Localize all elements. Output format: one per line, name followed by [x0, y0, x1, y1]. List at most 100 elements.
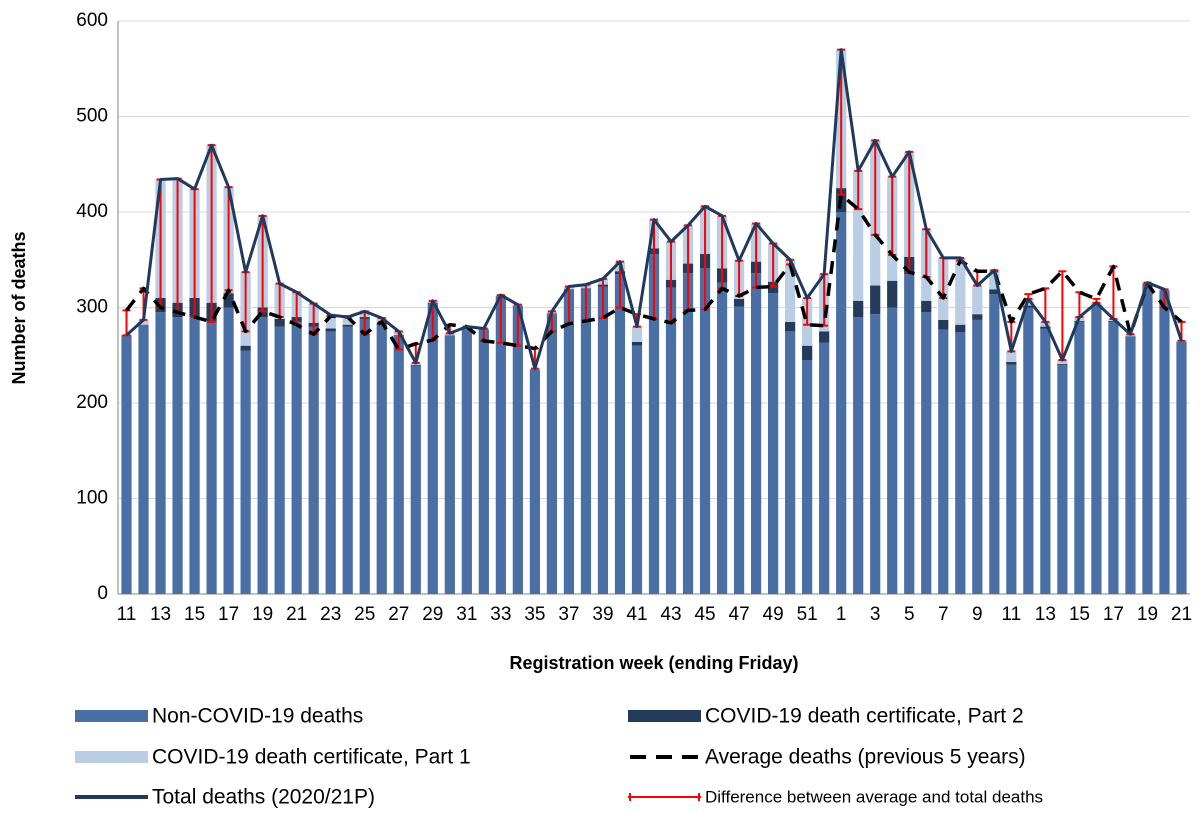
x-tick-label: 3	[870, 604, 881, 625]
x-tick-label: 25	[354, 604, 375, 625]
bar-segment	[733, 298, 745, 307]
x-tick-label: 1	[836, 604, 847, 625]
legend-label: COVID-19 death certificate, Part 1	[152, 746, 471, 769]
x-tick-label: 41	[626, 604, 647, 625]
bar-segment	[785, 331, 796, 594]
bar-segment	[1006, 351, 1017, 362]
bar-segment	[138, 324, 149, 594]
bar-segment	[836, 212, 847, 594]
bar-segment	[206, 321, 217, 594]
x-tick-label: 45	[694, 604, 715, 625]
bar-segment	[376, 324, 387, 594]
bar-segment	[223, 293, 234, 308]
bar-segment	[853, 170, 864, 301]
average-line	[125, 193, 1183, 352]
bar-segment	[172, 317, 183, 594]
legend-label: Total deaths (2020/21P)	[152, 786, 375, 809]
bar-segment	[461, 327, 472, 594]
y-tick-label: 0	[97, 583, 108, 604]
x-tick-label: 23	[320, 604, 341, 625]
bar-segment	[1074, 321, 1085, 594]
bar-segment	[1074, 320, 1085, 322]
bar-segment	[325, 331, 336, 594]
bar-segment	[1040, 326, 1051, 329]
bar-segment	[955, 257, 966, 325]
bar-segment	[921, 312, 932, 594]
bar-segment	[410, 365, 421, 594]
bar-segment	[410, 364, 421, 366]
bar-segment	[325, 328, 336, 332]
bar-segment	[989, 270, 1000, 290]
bar-segment	[972, 285, 983, 315]
legend-label: Non-COVID-19 deaths	[152, 705, 363, 728]
bar-segment	[512, 305, 523, 594]
bar-segment	[972, 319, 983, 594]
bar-segment	[1108, 321, 1119, 594]
bar-segment	[478, 329, 489, 594]
x-tick-label: 11	[1001, 604, 1021, 625]
legend-label: Average deaths (previous 5 years)	[705, 746, 1026, 769]
y-tick-label: 500	[76, 106, 108, 127]
bar-segment	[1040, 328, 1051, 594]
bar-segment	[359, 318, 370, 594]
x-tick-label: 21	[1171, 604, 1192, 625]
bar-segment	[938, 329, 949, 594]
legend-label: COVID-19 death certificate, Part 2	[705, 705, 1024, 728]
bar-segment	[665, 287, 677, 594]
bar-segment	[955, 324, 966, 333]
bar-segment	[1057, 363, 1068, 365]
bar-segment	[785, 321, 796, 332]
bar-segment	[1125, 336, 1136, 594]
bar-segment	[342, 317, 353, 325]
bar-segment	[325, 315, 336, 329]
bar-segment	[155, 312, 166, 594]
x-tick-label: 27	[388, 604, 409, 625]
x-axis-title: Registration week (ending Friday)	[509, 653, 798, 673]
bar-segment	[240, 345, 251, 351]
bar-segment	[274, 326, 285, 594]
bar-segment	[223, 307, 234, 594]
y-axis-title: Number of deaths	[9, 231, 29, 384]
difference-bar	[1058, 270, 1067, 362]
bar-segment	[1108, 320, 1119, 322]
y-tick-label: 300	[76, 297, 108, 318]
x-tick-label: 21	[286, 604, 307, 625]
x-tick-label: 5	[904, 604, 915, 625]
bar-segment	[648, 254, 660, 594]
x-tick-label: 9	[972, 604, 983, 625]
bar-segment	[529, 369, 540, 594]
bar-segment	[870, 285, 881, 315]
bar-segment	[1091, 305, 1102, 594]
y-tick-label: 100	[76, 488, 108, 509]
bar-segment	[1057, 360, 1068, 364]
bar-segment	[121, 335, 132, 594]
y-tick-label: 200	[76, 392, 108, 413]
bar-segment	[853, 317, 864, 594]
bar-segment	[699, 268, 711, 594]
bar-segment	[785, 259, 796, 322]
bar-segment	[733, 306, 745, 594]
bar-segment	[614, 274, 626, 594]
bar-segment	[716, 282, 728, 594]
x-tick-label: 15	[184, 604, 205, 625]
x-tick-label: 37	[558, 604, 579, 625]
legend-swatch	[75, 710, 148, 722]
bar-segment	[972, 314, 983, 320]
bar-segment	[495, 296, 506, 594]
bar-segment	[1057, 364, 1068, 594]
legend-label: Difference between average and total dea…	[705, 787, 1043, 806]
bar-segment	[870, 314, 881, 594]
x-tick-label: 31	[456, 604, 477, 625]
bar-segment	[580, 289, 592, 594]
x-tick-label: 33	[490, 604, 511, 625]
bar-segment	[768, 293, 779, 594]
bar-segment	[274, 318, 285, 327]
bar-segment	[1142, 283, 1153, 594]
bar-segment	[887, 307, 898, 594]
bar-segment	[802, 345, 813, 361]
bar-segment	[989, 289, 1000, 295]
bar-segment	[291, 321, 302, 594]
x-tick-label: 17	[218, 604, 239, 625]
bar-segment	[887, 280, 898, 308]
bar-segment	[1091, 304, 1102, 306]
